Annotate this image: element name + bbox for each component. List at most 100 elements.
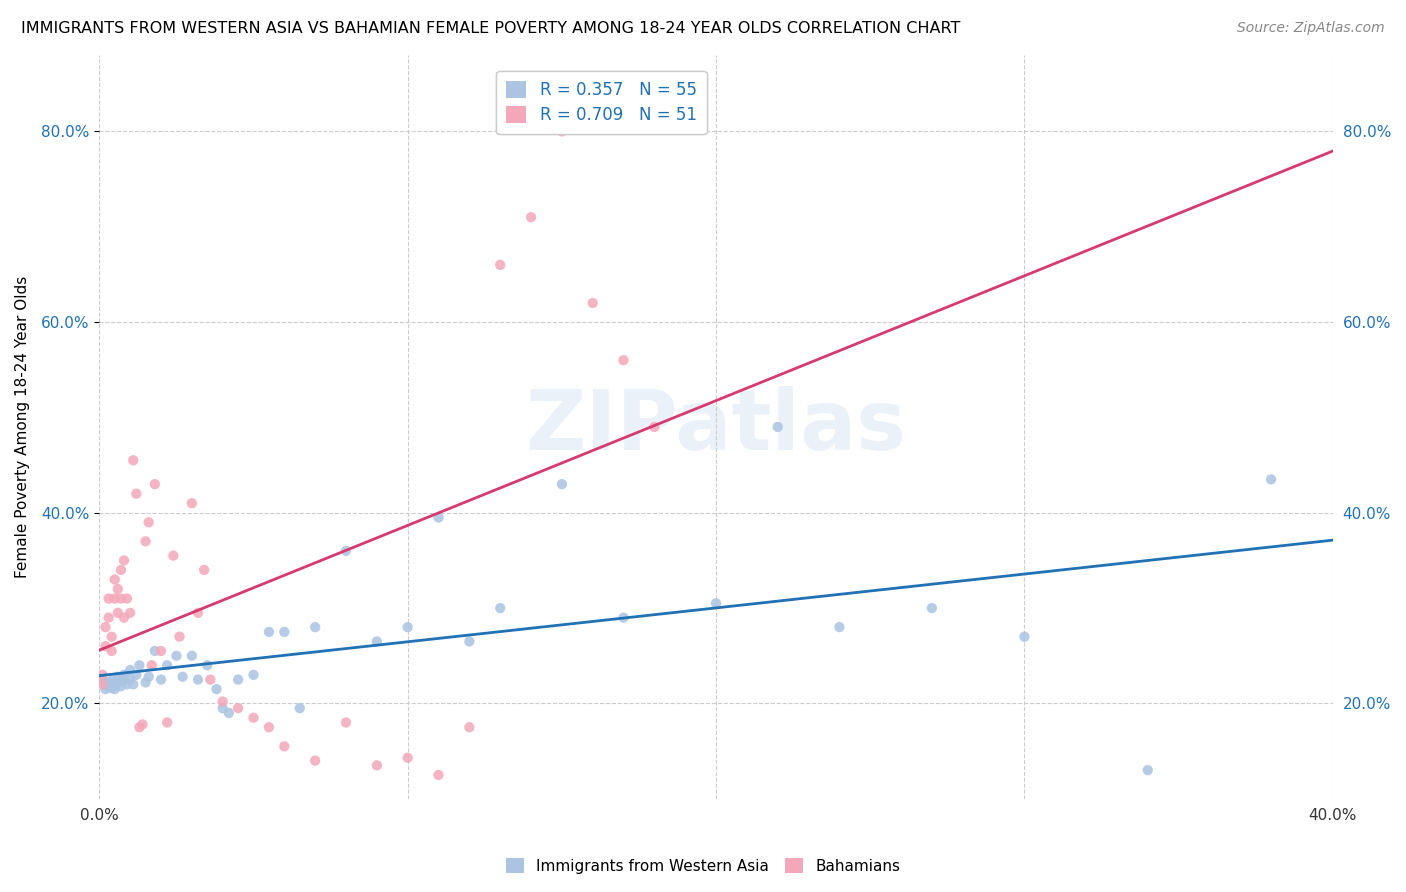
- Point: [104, 591, 127, 606]
- Point: [131, 717, 153, 731]
- Point: [165, 648, 187, 663]
- Point: [104, 677, 127, 691]
- Point: [138, 516, 160, 530]
- Point: [141, 658, 163, 673]
- Point: [304, 754, 326, 768]
- Point: [226, 673, 249, 687]
- Point: [112, 553, 135, 567]
- Legend: R = 0.357   N = 55, R = 0.709   N = 51: R = 0.357 N = 55, R = 0.709 N = 51: [496, 70, 707, 134]
- Point: [366, 634, 388, 648]
- Point: [122, 677, 145, 691]
- Text: IMMIGRANTS FROM WESTERN ASIA VS BAHAMIAN FEMALE POVERTY AMONG 18-24 YEAR OLDS CO: IMMIGRANTS FROM WESTERN ASIA VS BAHAMIAN…: [21, 21, 960, 36]
- Point: [120, 673, 142, 687]
- Point: [112, 668, 135, 682]
- Point: [921, 601, 943, 615]
- Point: [107, 606, 129, 620]
- Point: [110, 591, 132, 606]
- Point: [643, 420, 665, 434]
- Point: [205, 682, 228, 697]
- Point: [91, 673, 114, 687]
- Point: [115, 677, 138, 691]
- Point: [143, 477, 166, 491]
- Point: [195, 658, 218, 673]
- Point: [100, 630, 122, 644]
- Point: [169, 630, 191, 644]
- Point: [135, 675, 157, 690]
- Point: [112, 610, 135, 624]
- Point: [704, 596, 727, 610]
- Point: [612, 353, 634, 368]
- Point: [128, 720, 150, 734]
- Point: [193, 563, 215, 577]
- Point: [257, 624, 280, 639]
- Point: [100, 644, 122, 658]
- Point: [257, 720, 280, 734]
- Point: [128, 658, 150, 673]
- Point: [110, 673, 132, 687]
- Point: [120, 606, 142, 620]
- Point: [122, 453, 145, 467]
- Point: [304, 620, 326, 634]
- Point: [94, 677, 117, 691]
- Point: [551, 477, 574, 491]
- Point: [211, 701, 233, 715]
- Point: [110, 563, 132, 577]
- Point: [427, 510, 450, 524]
- Point: [91, 668, 114, 682]
- Point: [107, 675, 129, 690]
- Point: [211, 694, 233, 708]
- Point: [242, 668, 264, 682]
- Point: [288, 701, 311, 715]
- Point: [150, 644, 173, 658]
- Point: [1136, 763, 1159, 777]
- Point: [110, 679, 132, 693]
- Point: [120, 663, 142, 677]
- Legend: Immigrants from Western Asia, Bahamians: Immigrants from Western Asia, Bahamians: [499, 852, 907, 880]
- Point: [100, 673, 122, 688]
- Point: [396, 620, 419, 634]
- Point: [112, 673, 135, 687]
- Point: [582, 296, 605, 310]
- Point: [273, 624, 295, 639]
- Text: Source: ZipAtlas.com: Source: ZipAtlas.com: [1237, 21, 1385, 35]
- Point: [335, 715, 357, 730]
- Point: [242, 711, 264, 725]
- Point: [187, 673, 209, 687]
- Point: [97, 591, 120, 606]
- Point: [100, 681, 122, 695]
- Point: [150, 673, 173, 687]
- Point: [489, 601, 512, 615]
- Point: [489, 258, 512, 272]
- Point: [766, 420, 789, 434]
- Point: [156, 658, 179, 673]
- Point: [551, 124, 574, 138]
- Point: [91, 677, 114, 691]
- Point: [107, 582, 129, 596]
- Point: [172, 670, 194, 684]
- Point: [162, 549, 184, 563]
- Point: [94, 620, 117, 634]
- Point: [97, 610, 120, 624]
- Point: [335, 544, 357, 558]
- Point: [115, 591, 138, 606]
- Point: [138, 670, 160, 684]
- Point: [828, 620, 851, 634]
- Point: [104, 682, 127, 697]
- Point: [366, 758, 388, 772]
- Point: [1014, 630, 1036, 644]
- Point: [427, 768, 450, 782]
- Point: [396, 751, 419, 765]
- Point: [97, 675, 120, 690]
- Point: [1260, 472, 1282, 486]
- Point: [458, 720, 481, 734]
- Point: [107, 670, 129, 684]
- Point: [458, 634, 481, 648]
- Y-axis label: Female Poverty Among 18-24 Year Olds: Female Poverty Among 18-24 Year Olds: [15, 276, 30, 578]
- Point: [94, 682, 117, 697]
- Point: [180, 648, 202, 663]
- Point: [156, 715, 179, 730]
- Point: [125, 668, 148, 682]
- Text: ZIPatlas: ZIPatlas: [526, 386, 907, 467]
- Point: [143, 644, 166, 658]
- Point: [104, 573, 127, 587]
